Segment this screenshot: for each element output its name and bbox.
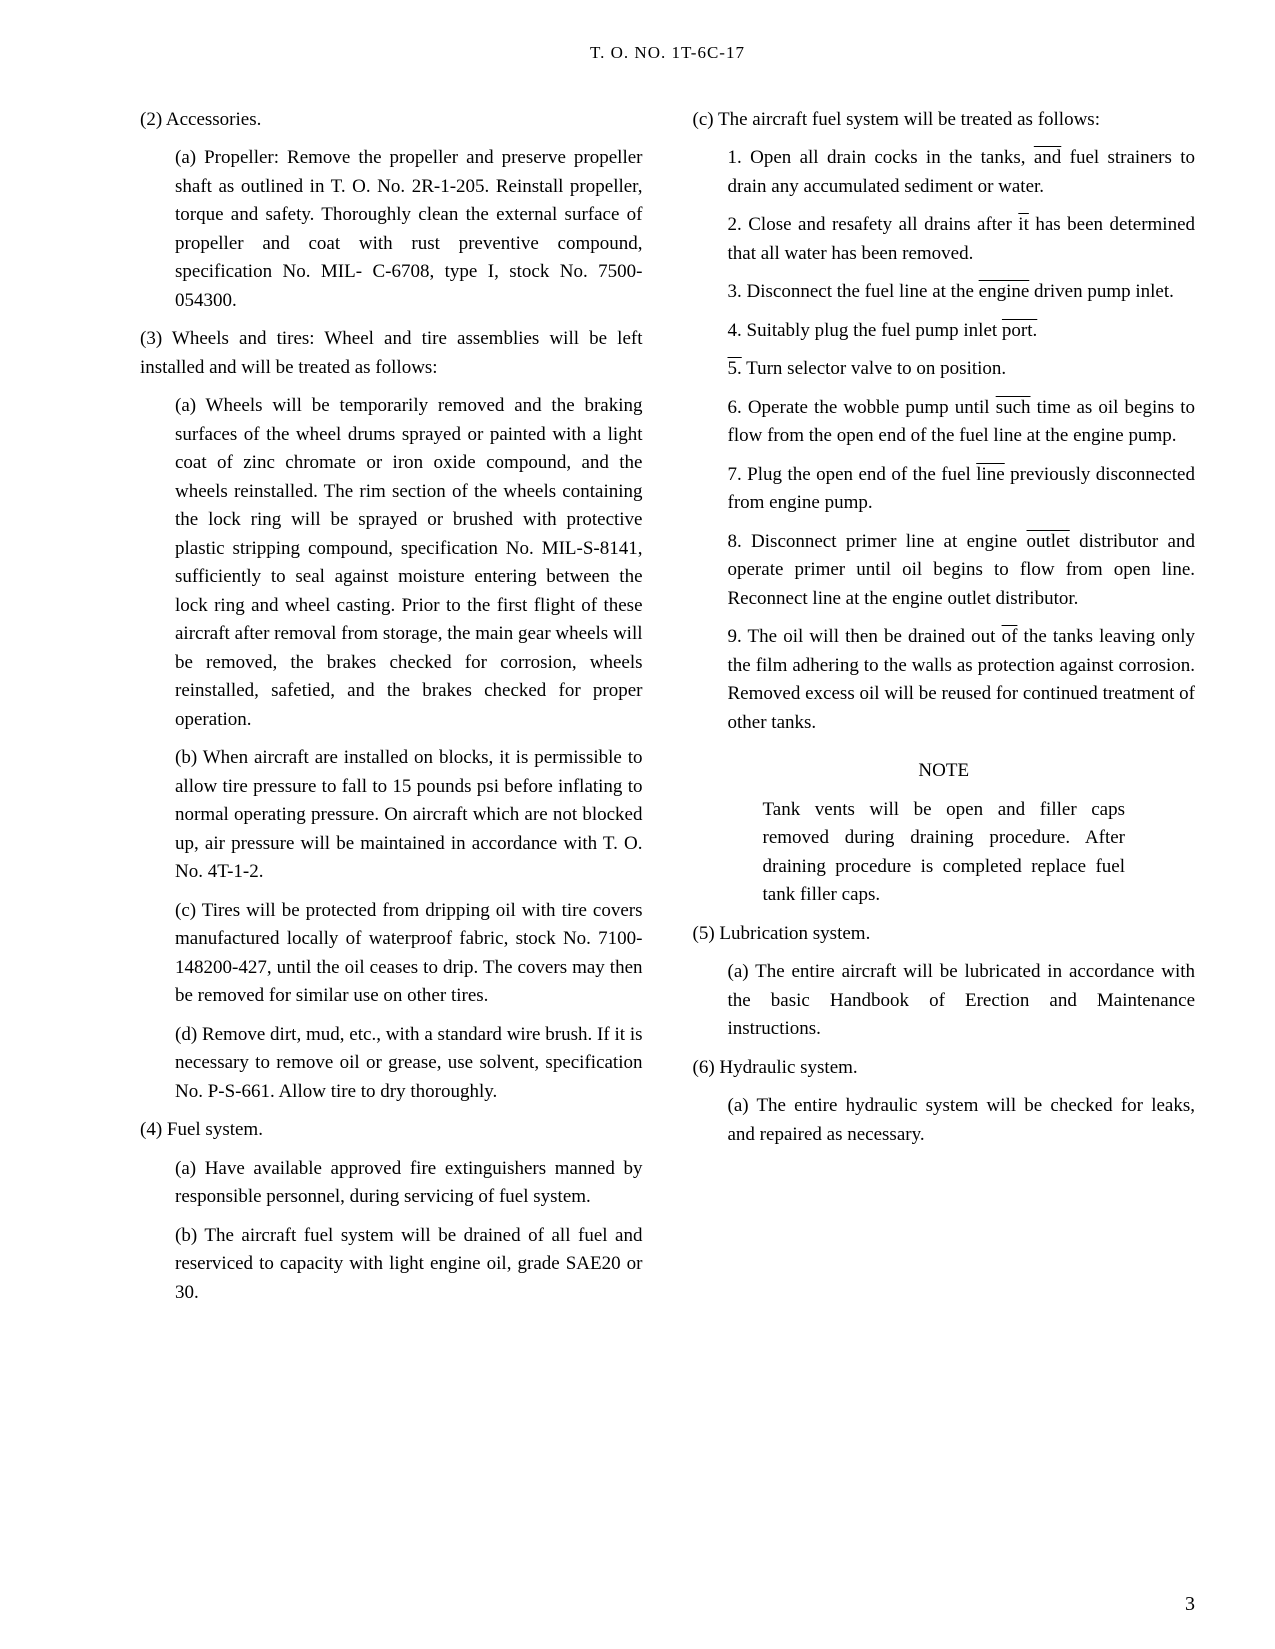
step-4: 4. Suitably plug the fuel pump inlet por… [728, 317, 1196, 346]
step-3-over: engine [979, 281, 1030, 302]
section-3d: (d) Remove dirt, mud, etc., with a stand… [175, 1021, 643, 1107]
step-8: 8. Disconnect primer line at engine outl… [728, 528, 1196, 614]
section-3: (3) Wheels and tires: Wheel and tire ass… [140, 325, 643, 382]
step-6: 6. Operate the wobble pump until such ti… [728, 394, 1196, 451]
section-2a: (a) Propeller: Remove the propeller and … [175, 144, 643, 315]
step-5-post: Turn selector valve to on position. [742, 358, 1006, 379]
section-3b: (b) When aircraft are installed on block… [175, 744, 643, 887]
section-4b: (b) The aircraft fuel system will be dra… [175, 1222, 643, 1308]
step-2-pre: 2. Close and resafety all drains after [728, 214, 1019, 235]
section-5a: (a) The entire aircraft will be lubricat… [728, 958, 1196, 1044]
section-4c: (c) The aircraft fuel system will be tre… [693, 106, 1196, 135]
section-6a: (a) The entire hydraulic system will be … [728, 1092, 1196, 1149]
step-7-pre: 7. Plug the open end of the fuel [728, 464, 977, 485]
step-2: 2. Close and resafety all drains after i… [728, 211, 1196, 268]
note-body: Tank vents will be open and filler caps … [763, 796, 1126, 910]
step-9-over: of [1002, 626, 1018, 647]
step-6-pre: 6. Operate the wobble pump until [728, 397, 996, 418]
step-7: 7. Plug the open end of the fuel line pr… [728, 461, 1196, 518]
step-7-over: line [976, 464, 1005, 485]
step-1-pre: 1. Open all drain cocks in the tanks, [728, 147, 1034, 168]
section-3c: (c) Tires will be protected from drippin… [175, 897, 643, 1011]
section-5: (5) Lubrication system. [693, 920, 1196, 949]
step-4-over: port. [1002, 320, 1037, 341]
content-columns: (2) Accessories. (a) Propeller: Remove t… [140, 96, 1195, 1318]
step-3: 3. Disconnect the fuel line at the engin… [728, 278, 1196, 307]
step-3-pre: 3. Disconnect the fuel line at the [728, 281, 979, 302]
step-9: 9. The oil will then be drained out of t… [728, 623, 1196, 737]
step-1-over: and [1034, 147, 1061, 168]
note-heading: NOTE [693, 757, 1196, 786]
step-1: 1. Open all drain cocks in the tanks, an… [728, 144, 1196, 201]
step-2-over: it [1018, 214, 1029, 235]
step-5: 5. Turn selector valve to on position. [728, 355, 1196, 384]
section-4: (4) Fuel system. [140, 1116, 643, 1145]
page-number: 3 [1185, 1589, 1195, 1619]
step-9-pre: 9. The oil will then be drained out [728, 626, 1002, 647]
section-3a: (a) Wheels will be temporarily removed a… [175, 392, 643, 734]
left-column: (2) Accessories. (a) Propeller: Remove t… [140, 96, 643, 1318]
step-8-pre: 8. Disconnect primer line at engine [728, 531, 1027, 552]
document-header: T. O. NO. 1T-6C-17 [140, 40, 1195, 66]
step-5-pre: 5. [728, 358, 742, 379]
step-8-over: outlet [1027, 531, 1070, 552]
step-6-over: such [996, 397, 1031, 418]
step-3-post: driven pump inlet. [1029, 281, 1174, 302]
right-column: (c) The aircraft fuel system will be tre… [693, 96, 1196, 1318]
section-4a: (a) Have available approved fire extingu… [175, 1155, 643, 1212]
section-2: (2) Accessories. [140, 106, 643, 135]
section-6: (6) Hydraulic system. [693, 1054, 1196, 1083]
step-4-pre: 4. Suitably plug the fuel pump inlet [728, 320, 1002, 341]
